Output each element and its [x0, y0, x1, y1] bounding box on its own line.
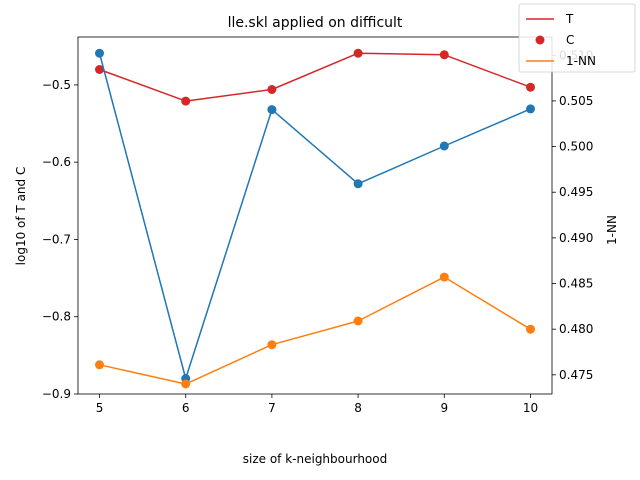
x-axis-label: size of k-neighbourhood [243, 452, 387, 466]
data-point-c [353, 179, 363, 189]
y2-tick-label: 0.490 [559, 231, 593, 245]
data-point-c [439, 141, 449, 151]
y2-tick-label: 0.495 [559, 185, 593, 199]
legend-label-t: T [565, 12, 574, 26]
series-layer [95, 48, 535, 389]
data-point-1-nn [267, 340, 277, 350]
data-point-c [267, 105, 277, 115]
legend-swatch-c [535, 35, 545, 45]
data-point-1-nn [353, 316, 363, 326]
data-point-1-nn [95, 360, 104, 370]
legend-frame [518, 3, 636, 73]
y2-tick-label: 0.485 [559, 277, 593, 291]
x-tick-label: 5 [96, 401, 104, 415]
data-point-t [353, 48, 363, 58]
y-tick-label: −0.7 [42, 232, 71, 246]
x-tick-label: 6 [182, 401, 190, 415]
series-line-1-nn [99, 276, 531, 385]
series-line-c [98, 53, 531, 380]
y2-tick-label: 0.480 [559, 322, 593, 336]
plot-frame [77, 36, 553, 395]
y-tick-label: −0.5 [42, 78, 71, 92]
x-tick-label: 8 [354, 401, 362, 415]
axes-layer [77, 36, 553, 395]
y2-tick-label: 0.500 [559, 140, 593, 154]
data-point-t [439, 50, 449, 60]
data-point-t [181, 96, 191, 106]
data-point-1-nn [526, 324, 535, 334]
y2-tick-label: 0.505 [559, 94, 593, 108]
series-line-t [99, 52, 531, 102]
y-tick-label: −0.8 [42, 310, 71, 324]
data-point-c [95, 48, 104, 58]
y-tick-label: −0.6 [42, 155, 71, 169]
y-axis-label: log10 of T and C [14, 167, 28, 266]
x-tick-label: 7 [268, 401, 276, 415]
chart-title: lle.skl applied on difficult [228, 15, 403, 31]
data-point-1-nn [181, 379, 191, 389]
legend: TC 1-NN [518, 3, 636, 73]
y2-axis-label: 1-NN [605, 215, 619, 245]
data-point-1-nn [439, 272, 449, 282]
legend-label-1-nn: 1-NN [566, 54, 596, 68]
plot-area [78, 37, 552, 394]
x-tick-label: 10 [523, 401, 538, 415]
data-point-t [95, 65, 104, 74]
x-tick-label: 9 [440, 401, 448, 415]
data-point-t [267, 85, 277, 94]
y-tick-label: −0.9 [42, 387, 71, 401]
legend-label-c: C [566, 33, 574, 47]
y2-tick-label: 0.475 [559, 368, 593, 382]
data-point-c [526, 104, 535, 114]
data-point-t [526, 82, 535, 92]
